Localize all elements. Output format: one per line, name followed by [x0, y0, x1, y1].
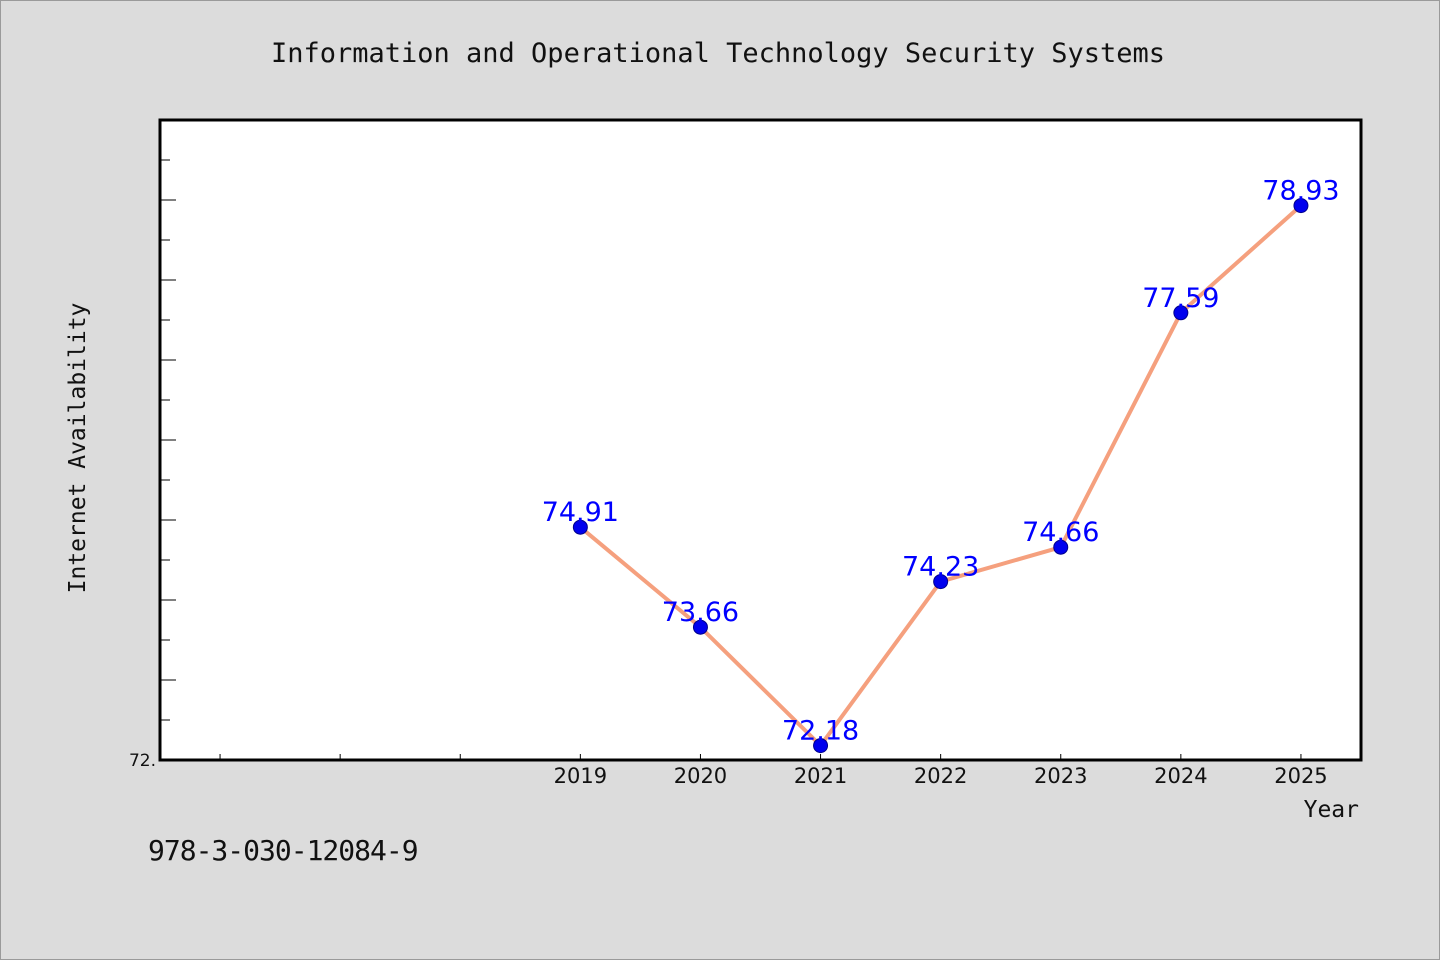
- data-label: 74.91: [542, 497, 619, 528]
- chart-title: Information and Operational Technology S…: [271, 38, 1165, 69]
- x-tick-label: 2023: [1034, 764, 1087, 788]
- y-axis-ticks: 72.: [129, 119, 176, 771]
- data-label: 77.59: [1142, 283, 1219, 314]
- data-label: 78.93: [1262, 176, 1339, 207]
- data-label: 73.66: [662, 597, 739, 628]
- x-tick-label: 2025: [1274, 764, 1327, 788]
- data-point: [933, 574, 949, 590]
- x-axis-label: Year: [1304, 797, 1359, 823]
- data-label: 74.23: [902, 552, 979, 583]
- series-group: 74.91 73.66 72.18 74.23 74.66 77.59 78.93: [542, 176, 1340, 754]
- data-point: [1053, 539, 1069, 555]
- x-tick-label: 2019: [554, 764, 607, 788]
- plot-area: [158, 118, 1363, 762]
- x-tick-label: 2024: [1154, 764, 1207, 788]
- isbn-text: 978-3-030-12084-9: [148, 834, 419, 867]
- x-axis-ticks: 2019 2020 2021 2022 2023 2024 2025: [219, 754, 1328, 788]
- data-label: 74.66: [1022, 517, 1099, 548]
- data-point: [692, 619, 708, 635]
- data-label: 72.18: [782, 716, 859, 747]
- y-tick-label: 72.: [129, 751, 156, 771]
- y-axis-label: Internet Availability: [65, 303, 91, 594]
- data-point: [1293, 198, 1309, 214]
- data-point: [572, 519, 588, 535]
- data-point: [813, 738, 829, 754]
- data-point: [1173, 305, 1189, 321]
- x-tick-label: 2021: [794, 764, 847, 788]
- x-tick-label: 2020: [674, 764, 727, 788]
- x-tick-label: 2022: [914, 764, 967, 788]
